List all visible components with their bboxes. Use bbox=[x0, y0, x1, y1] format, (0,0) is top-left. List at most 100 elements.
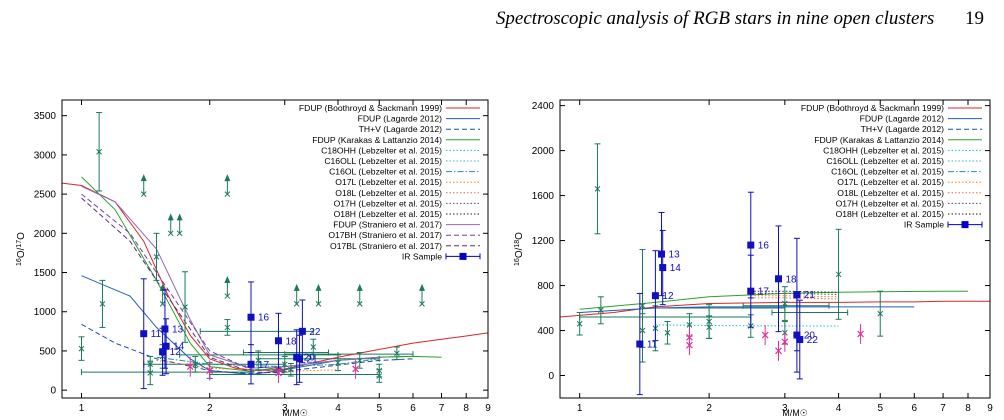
legend: FDUP (Boothroyd & Sackmann 1999)FDUP (La… bbox=[299, 103, 481, 261]
model-curve bbox=[81, 275, 414, 376]
limit-point bbox=[176, 230, 183, 237]
limit-arrowhead bbox=[224, 276, 231, 284]
x-tick-label: 5 bbox=[376, 403, 382, 414]
ir-sample-point bbox=[747, 241, 755, 249]
model-curve bbox=[81, 185, 380, 369]
x-axis-label: M/M☉ bbox=[282, 408, 308, 418]
ir-sample-label: 11 bbox=[151, 329, 162, 340]
legend-entry-label: C16OLL (Lebzelter et al. 2015) bbox=[324, 156, 442, 166]
legend: FDUP (Boothroyd & Sackmann 1999)FDUP (La… bbox=[801, 103, 983, 230]
limit-point bbox=[356, 301, 363, 307]
legend-entry-label: FDUP (Boothroyd & Sackmann 1999) bbox=[299, 103, 442, 113]
literature-point bbox=[686, 322, 693, 328]
y-tick-label: 3000 bbox=[34, 150, 57, 161]
model-curve bbox=[81, 193, 285, 372]
ir-sample-label: 22 bbox=[309, 327, 321, 338]
magenta-point bbox=[686, 341, 693, 349]
legend-entry-label: O17L (Lebzelter et al. 2015) bbox=[837, 177, 944, 187]
legend-entry-label: FDUP (Lagarde 2012) bbox=[358, 114, 443, 124]
ir-sample-point bbox=[159, 348, 167, 356]
ir-sample-point bbox=[247, 360, 255, 368]
limit-arrowhead bbox=[176, 213, 183, 221]
y-axis-label: 16O/18O bbox=[514, 232, 525, 266]
ir-sample-label: 16 bbox=[258, 313, 270, 324]
limit-point bbox=[224, 293, 231, 299]
ir-sample-label: 18 bbox=[786, 274, 798, 285]
legend-entry-label: FDUP (Straniero et al. 2017) bbox=[333, 220, 442, 230]
limit-arrowhead bbox=[224, 174, 231, 182]
legend-entry-label: O18H (Lebzelter et al. 2015) bbox=[334, 209, 443, 219]
literature-point bbox=[576, 320, 583, 327]
literature-point bbox=[153, 253, 160, 260]
limit-point bbox=[419, 301, 425, 307]
model-curve bbox=[750, 290, 839, 293]
literature-point bbox=[835, 271, 842, 278]
literature-point bbox=[781, 300, 788, 307]
literature-point bbox=[594, 185, 601, 192]
literature-point bbox=[147, 370, 154, 376]
limit-point bbox=[167, 230, 174, 237]
x-tick-label: 8 bbox=[463, 403, 469, 414]
x-tick-label: 3 bbox=[282, 403, 288, 414]
model-curve bbox=[655, 324, 839, 327]
legend-entry-label: O18L (Lebzelter et al. 2015) bbox=[837, 188, 944, 198]
literature-point bbox=[706, 324, 712, 331]
y-axis-label: 16O/17O bbox=[16, 232, 27, 266]
literature-point bbox=[99, 301, 106, 307]
ir-sample-label: 11 bbox=[647, 340, 658, 351]
x-tick-label: 4 bbox=[836, 403, 842, 414]
literature-point bbox=[192, 361, 199, 368]
ir-sample-label: 21 bbox=[804, 290, 816, 301]
ir-sample-point bbox=[651, 292, 659, 300]
x-tick-label: 5 bbox=[877, 403, 883, 414]
y-tick-label: 800 bbox=[537, 281, 554, 292]
x-tick-label: 2 bbox=[706, 403, 712, 414]
literature-point bbox=[147, 361, 154, 368]
magenta-point bbox=[781, 338, 789, 346]
y-tick-label: 1600 bbox=[532, 191, 555, 202]
x-tick-label: 9 bbox=[987, 403, 993, 414]
y-tick-label: 1500 bbox=[34, 268, 57, 279]
plot-frame bbox=[559, 99, 991, 399]
paper-title: Spectroscopic analysis of RGB stars in n… bbox=[495, 8, 935, 29]
ir-sample-label: 17 bbox=[258, 360, 270, 371]
legend-swatch bbox=[961, 221, 969, 229]
ir-sample-label: 20 bbox=[804, 331, 816, 342]
limit-point bbox=[159, 301, 166, 307]
legend-entry-label: FDUP (Karakas & Lattanzio 2014) bbox=[814, 135, 944, 145]
magenta-point bbox=[206, 367, 214, 374]
magenta-point bbox=[761, 331, 769, 339]
x-tick-label: 4 bbox=[335, 403, 341, 414]
legend-entry-label: O17L (Lebzelter et al. 2015) bbox=[335, 177, 442, 187]
literature-point bbox=[78, 345, 85, 352]
legend-entry-label: O17BL (Straniero et al. 2017) bbox=[330, 241, 442, 251]
ir-sample-point bbox=[274, 337, 282, 345]
ir-sample-point bbox=[775, 275, 783, 283]
magenta-point bbox=[275, 369, 282, 377]
magenta-point bbox=[857, 330, 864, 338]
ir-sample-label: 14 bbox=[173, 342, 185, 353]
literature-point bbox=[310, 344, 317, 350]
ir-sample-label: 12 bbox=[662, 291, 674, 302]
magenta-point bbox=[186, 363, 194, 371]
model-curve bbox=[579, 290, 968, 310]
literature-point bbox=[356, 357, 363, 364]
y-tick-label: 3500 bbox=[34, 111, 57, 122]
ir-sample-point bbox=[296, 355, 304, 363]
ir-sample-label: 17 bbox=[758, 287, 770, 298]
legend-entry-label: O17BH (Straniero et al. 2017) bbox=[328, 230, 442, 240]
model-curve bbox=[560, 300, 990, 318]
x-tick-label: 6 bbox=[911, 403, 917, 414]
literature-point bbox=[664, 329, 671, 336]
ir-sample-point bbox=[658, 250, 666, 258]
legend-entry-label: TH+V (Lagarde 2012) bbox=[359, 124, 442, 134]
legend-entry-label: O18L (Lebzelter et al. 2015) bbox=[335, 188, 442, 198]
legend-entry-label: C16OLL (Lebzelter et al. 2015) bbox=[826, 156, 944, 166]
legend-entry-label: C18OHH (Lebzelter et al. 2015) bbox=[823, 145, 944, 155]
x-tick-label: 1 bbox=[79, 403, 85, 414]
ir-sample-point bbox=[793, 291, 801, 299]
ir-sample-label: 13 bbox=[172, 324, 184, 335]
literature-point bbox=[376, 373, 383, 379]
magenta-point bbox=[775, 347, 782, 355]
